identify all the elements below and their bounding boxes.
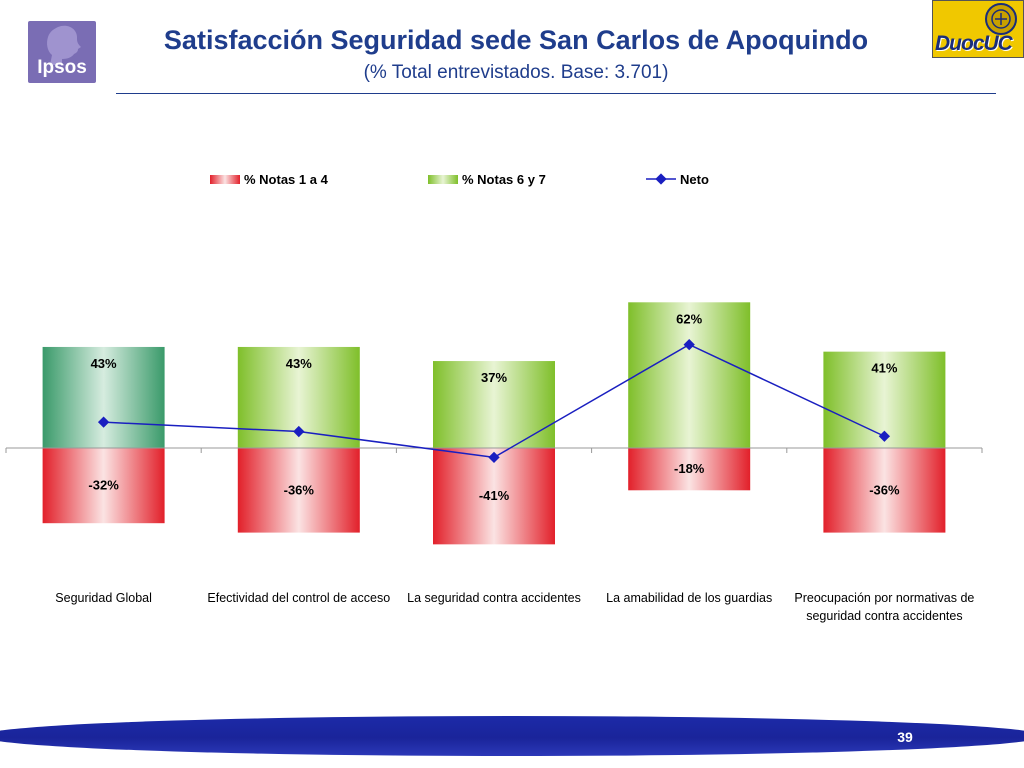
page-number: 39 xyxy=(897,729,913,745)
data-label-negative: -18% xyxy=(674,461,705,476)
footer-band xyxy=(0,716,1024,756)
ipsos-wordmark: Ipsos xyxy=(37,57,87,78)
duocuc-wordmark: DuocUC xyxy=(935,32,1013,55)
legend-swatch-0 xyxy=(210,175,240,184)
data-label-negative: -36% xyxy=(284,482,315,497)
bar-negative xyxy=(42,448,165,524)
legend-swatch-1 xyxy=(428,175,458,184)
legend-neto-marker xyxy=(655,173,667,185)
data-label-negative: -32% xyxy=(88,478,119,493)
duocuc-seal-icon xyxy=(985,3,1017,35)
chart-legend: % Notas 1 a 4 % Notas 6 y 7 Neto xyxy=(210,172,709,187)
page-subtitle: (% Total entrevistados. Base: 3.701) xyxy=(363,62,669,83)
ipsos-head-icon xyxy=(47,25,81,65)
legend-label-2: Neto xyxy=(680,172,709,187)
series-notas-1-4 xyxy=(42,448,946,545)
bar-positive xyxy=(42,346,165,448)
category-label: Preocupación por normativas de xyxy=(794,591,974,605)
page-title: Satisfacción Seguridad sede San Carlos d… xyxy=(163,25,869,55)
neto-point xyxy=(293,425,305,438)
bar-negative xyxy=(823,448,946,533)
neto-point xyxy=(488,451,500,464)
bar-positive xyxy=(628,302,751,448)
category-label: La seguridad contra accidentes xyxy=(407,591,581,605)
bar-negative xyxy=(433,448,555,545)
data-label-positive: 37% xyxy=(481,370,507,385)
data-label-positive: 62% xyxy=(676,311,702,326)
duocuc-logo: DuocUC xyxy=(932,0,1024,58)
bar-negative xyxy=(237,448,360,533)
data-label-negative: -41% xyxy=(479,488,510,503)
category-label: La amabilidad de los guardias xyxy=(606,591,772,605)
neto-point xyxy=(878,430,891,442)
title-divider xyxy=(116,93,996,94)
category-labels: Seguridad Global Efectividad del control … xyxy=(55,591,974,623)
data-labels: 43% -32% 43% -36% 37% -41% 62% -18% 41% -36% xyxy=(88,311,900,503)
x-axis xyxy=(5,447,983,453)
bar-negative xyxy=(628,448,751,491)
ipsos-logo: Ipsos xyxy=(28,21,96,83)
data-label-positive: 43% xyxy=(91,356,117,371)
data-label-negative: -36% xyxy=(869,482,900,497)
category-label: Seguridad Global xyxy=(55,591,152,605)
data-label-positive: 41% xyxy=(871,361,897,376)
legend-label-0: % Notas 1 a 4 xyxy=(244,172,329,187)
legend-label-1: % Notas 6 y 7 xyxy=(462,172,546,187)
data-label-positive: 43% xyxy=(286,356,312,371)
series-notas-6-7 xyxy=(42,302,946,448)
category-label: Efectividad del control de acceso xyxy=(207,591,390,605)
category-label: seguridad contra accidentes xyxy=(806,609,962,623)
neto-point xyxy=(683,338,695,351)
